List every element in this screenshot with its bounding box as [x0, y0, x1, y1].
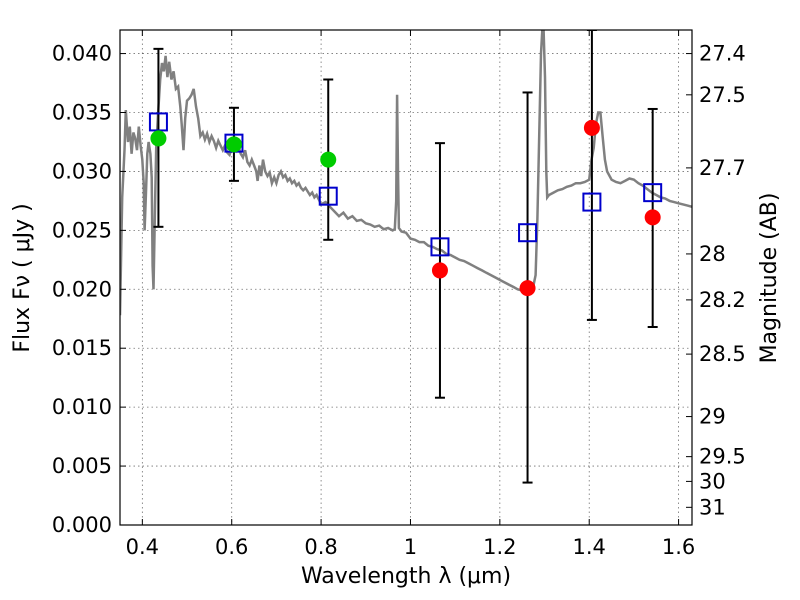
observed-points — [150, 119, 661, 297]
x-tick-label: 0.6 — [215, 535, 248, 559]
observed-point — [320, 151, 337, 168]
tick-labels: 0.4 0.6 0.8 1 1.2 1.4 1.6 0.000 0.005 0.010 0.015 0… — [52, 42, 746, 559]
model-band-square — [643, 183, 663, 203]
plot-frame — [119, 29, 693, 526]
model-band-square — [518, 223, 538, 243]
y-tick-label: 0.000 — [52, 513, 112, 537]
model-band-square — [430, 237, 450, 257]
plot-series — [120, 30, 692, 316]
observed-point — [431, 262, 448, 279]
x-tick-label: 1.2 — [483, 535, 516, 559]
x-tick-label: 0.4 — [126, 535, 159, 559]
y2-tick-label: 28.2 — [699, 288, 746, 312]
observed-point — [519, 280, 536, 297]
y2-axis-title: Magnitude (AB) — [757, 193, 782, 364]
x-tick-label: 0.8 — [304, 535, 337, 559]
y2-tick-label: 27.7 — [699, 156, 746, 180]
y-tick-label: 0.015 — [52, 336, 112, 360]
observed-point — [225, 136, 242, 153]
x-tick-label: 1.6 — [662, 535, 695, 559]
error-bars — [153, 30, 658, 484]
error-bar — [586, 30, 597, 321]
y-tick-label: 0.025 — [52, 218, 112, 242]
y-tick-label: 0.030 — [52, 159, 112, 183]
observed-point — [583, 119, 600, 136]
y-tick-label: 0.040 — [52, 42, 112, 66]
x-axis-title: Wavelength λ (μm) — [301, 564, 511, 589]
x-tick-label: 1 — [404, 535, 417, 559]
y-axis-title: Flux Fν ( μJy ) — [10, 203, 35, 352]
y2-tick-label: 27.5 — [699, 83, 746, 107]
model-band-square — [582, 192, 602, 212]
y2-tick-label: 29.5 — [699, 445, 746, 469]
grid-lines — [120, 30, 692, 526]
y2-tick-label: 29 — [699, 405, 726, 429]
y2-tick-label: 28.5 — [699, 342, 746, 366]
y2-tick-label: 31 — [699, 495, 726, 519]
y-tick-label: 0.035 — [52, 101, 112, 125]
model-band-square — [318, 186, 338, 206]
y2-tick-label: 30 — [699, 469, 726, 493]
y-tick-label: 0.005 — [52, 454, 112, 478]
ticks — [120, 30, 692, 526]
axes — [119, 29, 693, 526]
y2-tick-label: 28 — [699, 242, 726, 266]
model-sed-line — [120, 30, 692, 316]
observed-point — [150, 130, 167, 147]
y-tick-label: 0.020 — [52, 277, 112, 301]
y-tick-label: 0.010 — [52, 395, 112, 419]
observed-point — [644, 209, 661, 226]
y2-tick-label: 27.4 — [699, 42, 746, 66]
x-tick-label: 1.4 — [573, 535, 606, 559]
